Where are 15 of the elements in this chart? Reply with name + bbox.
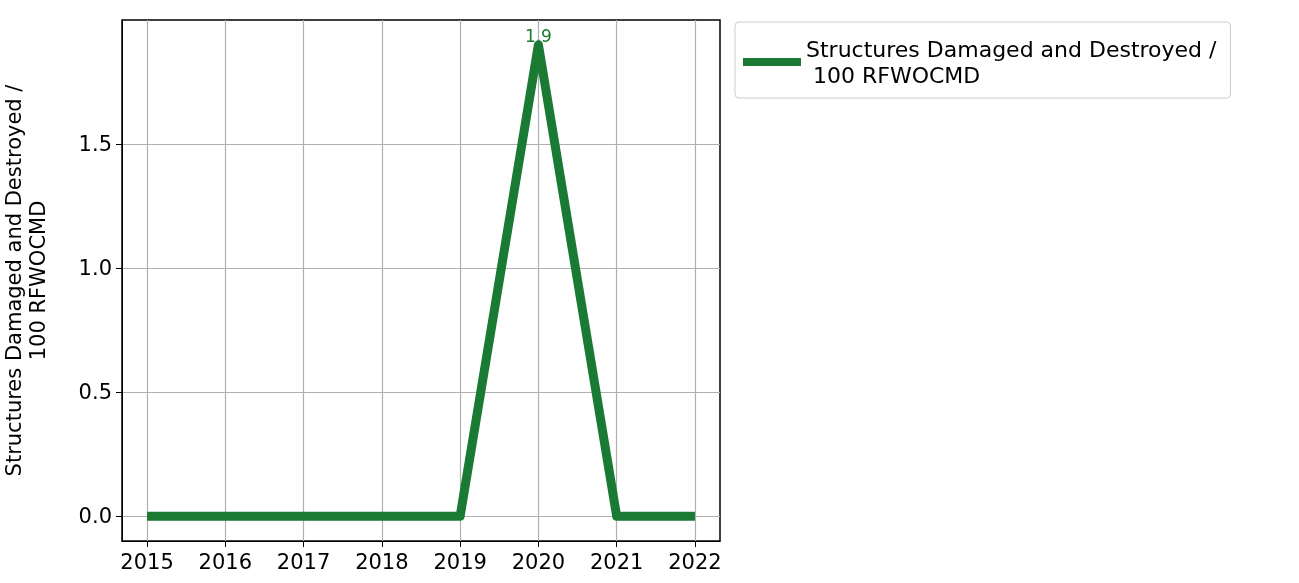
y-tick-label: 1.5 <box>78 132 112 157</box>
y-tick-label: 1.0 <box>78 256 112 281</box>
x-tick-label: 2020 <box>511 549 566 574</box>
x-tick-label: 2016 <box>198 549 253 574</box>
x-tick-label: 2022 <box>668 549 722 574</box>
x-tick-label: 2018 <box>355 549 409 574</box>
y-tick-label: 0.0 <box>78 504 112 529</box>
y-axis-title: Structures Damaged and Destroyed / 100 RFWOCMD <box>2 83 50 477</box>
x-tick-label: 2019 <box>433 549 487 574</box>
x-tick-label: 2015 <box>120 549 174 574</box>
x-tick-label: 2017 <box>276 549 331 574</box>
legend-label: Structures Damaged and Destroyed / 100 RFWOCMD <box>806 36 1218 88</box>
data-label: 1.9 <box>524 26 552 47</box>
x-tick-label: 2021 <box>589 549 644 574</box>
y-tick-label: 0.5 <box>78 380 112 405</box>
